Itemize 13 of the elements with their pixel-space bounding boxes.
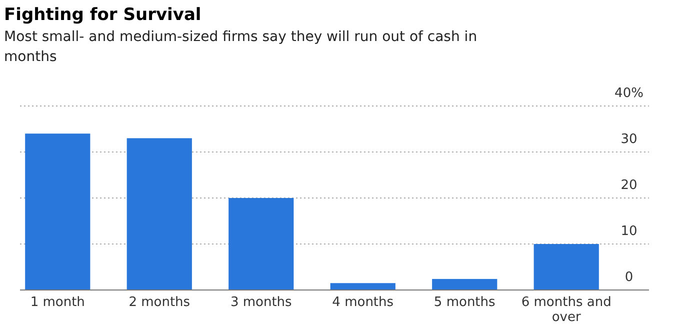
chart-subtitle: Most small- and medium-sized firms say they will run out of cash in months bbox=[4, 29, 478, 65]
y-tick-label: 30 bbox=[620, 132, 638, 147]
y-tick-label: 40% bbox=[614, 86, 644, 101]
x-tick-label: 2 months bbox=[128, 295, 190, 310]
chart-title: Fighting for Survival bbox=[4, 5, 202, 25]
x-tick-label: 5 months bbox=[434, 295, 496, 310]
x-tick-label: 1 month bbox=[30, 295, 85, 310]
x-tick-label: 6 months and over bbox=[521, 295, 612, 325]
x-tick-label: 3 months bbox=[230, 295, 292, 310]
y-tick-label: 0 bbox=[624, 270, 634, 285]
x-tick-label: 4 months bbox=[332, 295, 394, 310]
y-tick-label: 10 bbox=[620, 224, 638, 239]
y-tick-label: 20 bbox=[620, 178, 638, 193]
